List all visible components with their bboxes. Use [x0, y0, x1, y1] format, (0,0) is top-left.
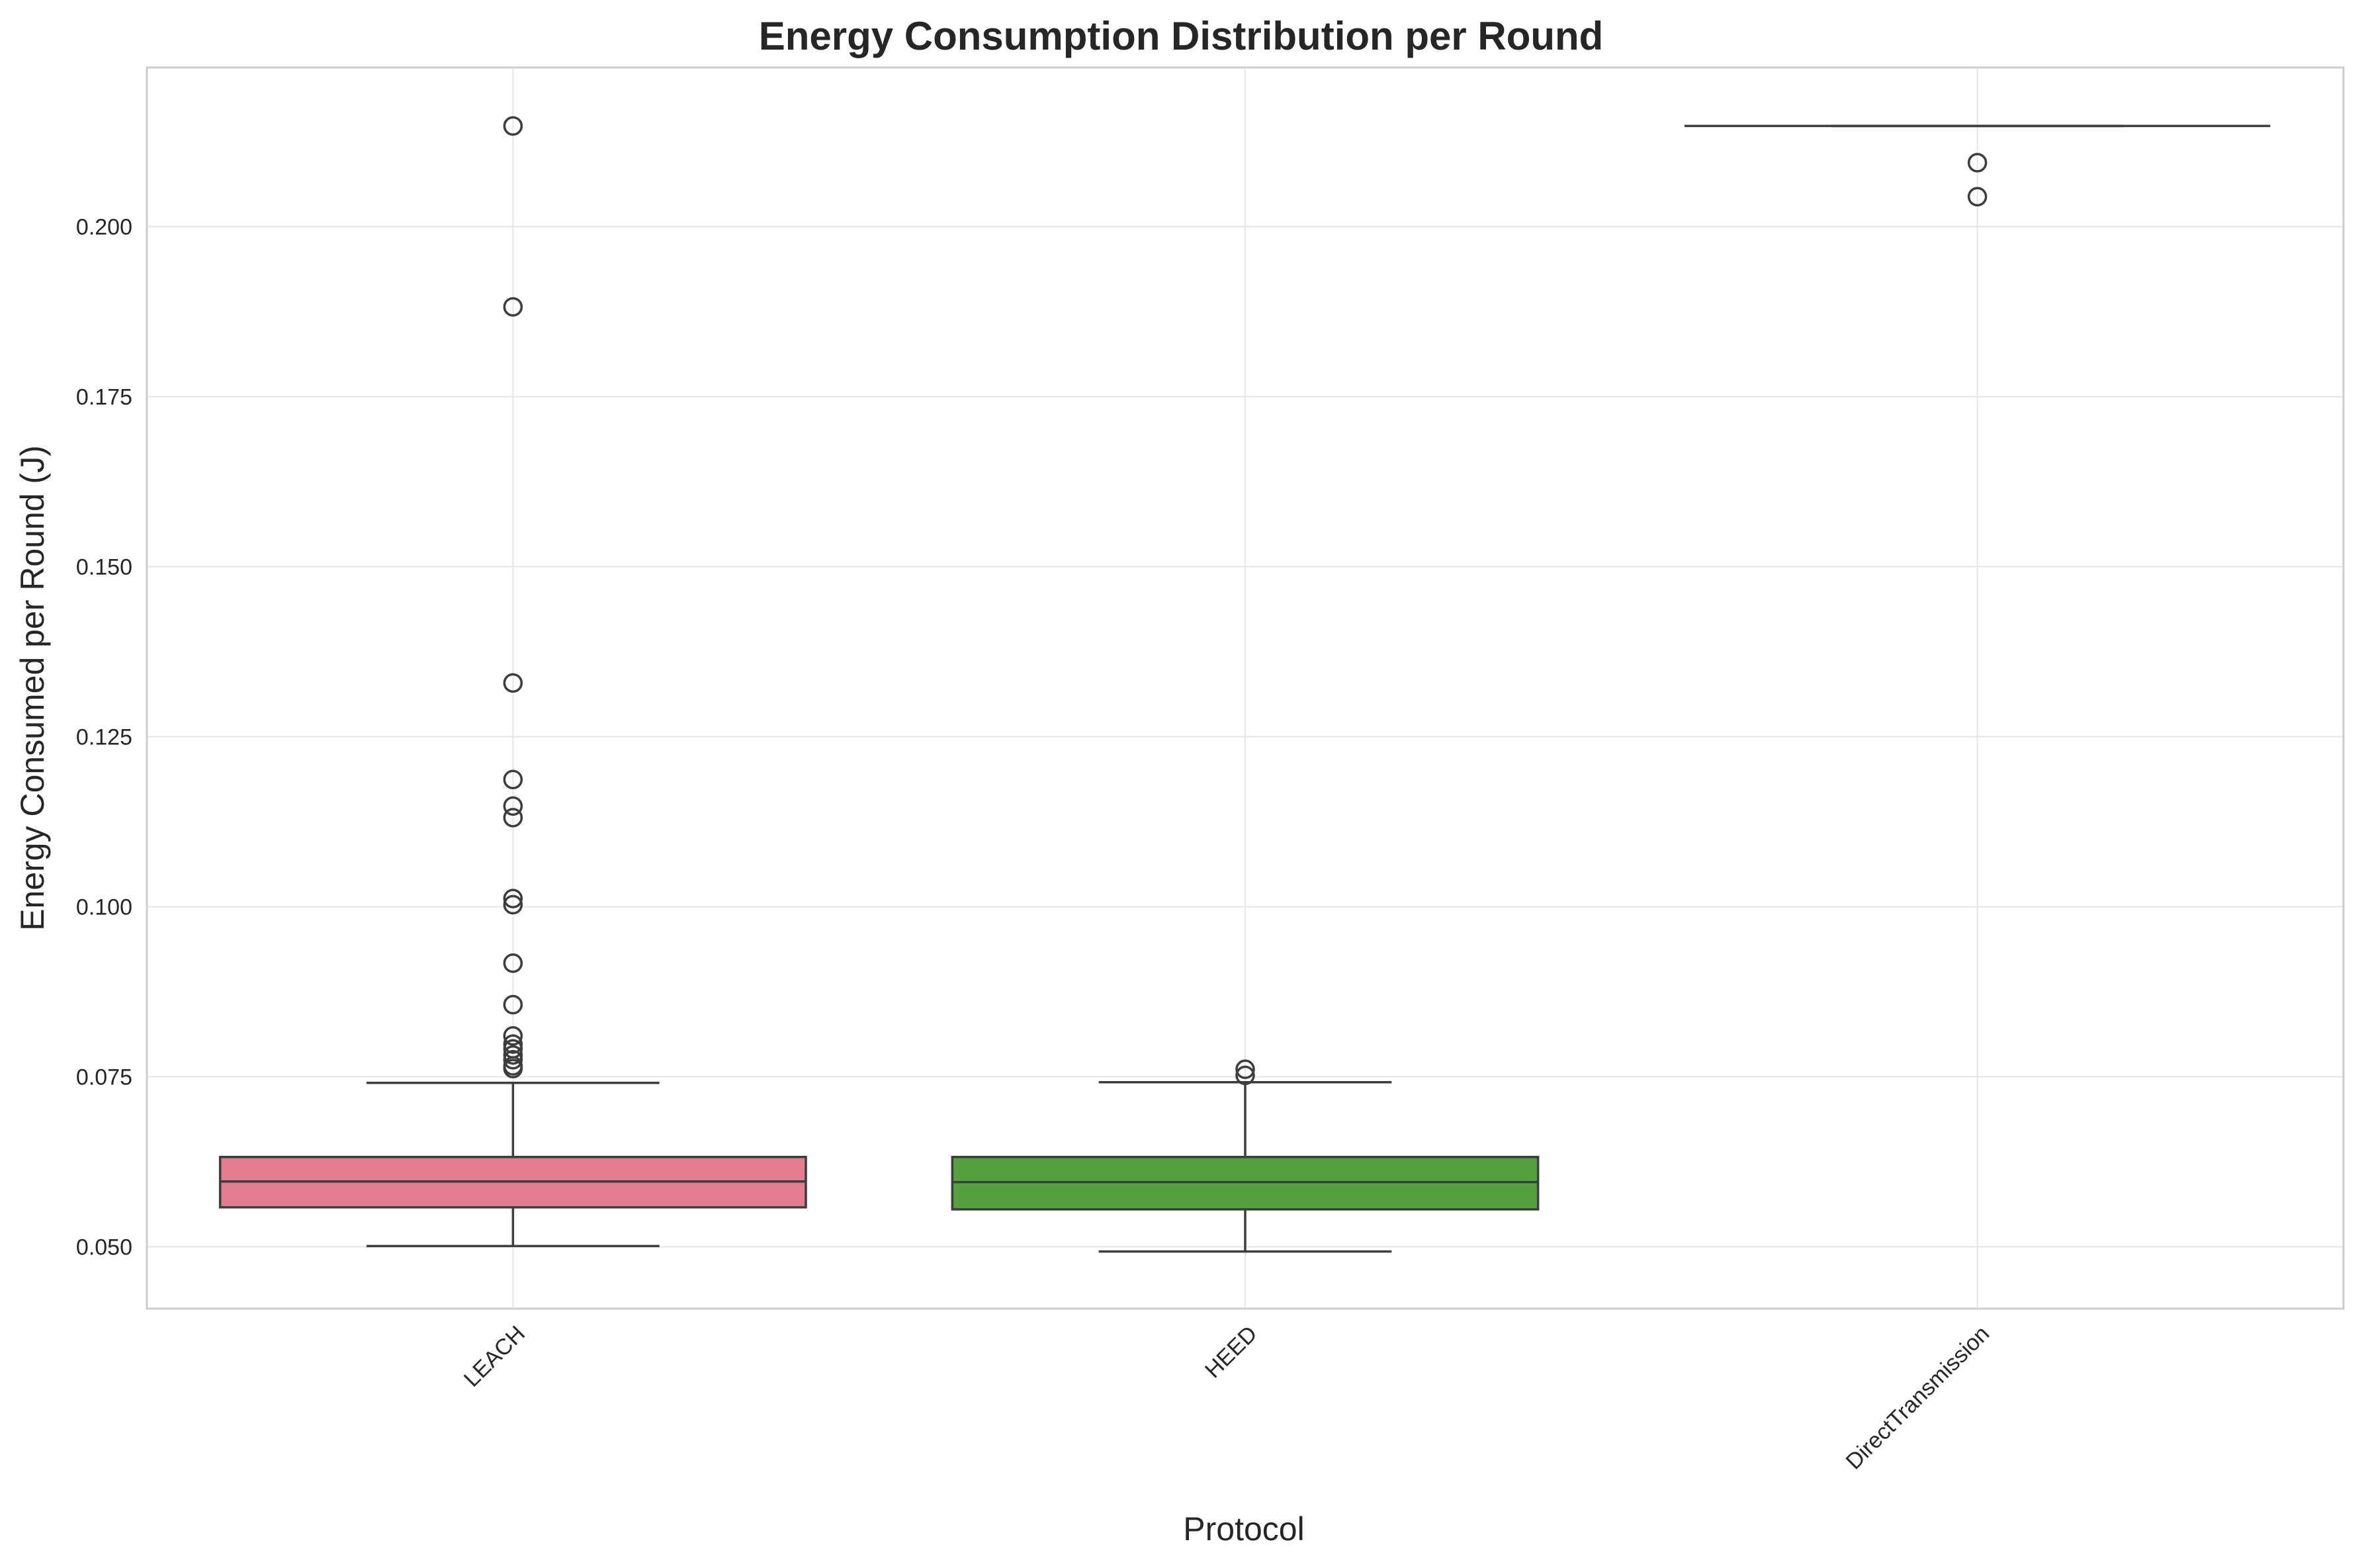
x-axis-label: Protocol	[1183, 1510, 1304, 1547]
y-tick-label: 0.175	[76, 385, 132, 410]
outlier-point	[1235, 1065, 1255, 1086]
plot-frame	[146, 66, 2345, 1310]
box-group-directtransmission	[1684, 124, 2271, 207]
y-tick-label: 0.100	[76, 894, 132, 920]
x-tick-label: LEACH	[459, 1321, 530, 1392]
y-tick-label: 0.125	[76, 724, 132, 750]
outlier-point	[503, 116, 523, 136]
outlier-point	[1967, 187, 1988, 207]
outlier-point	[503, 796, 523, 816]
outlier-point	[503, 1045, 523, 1065]
y-tick-label: 0.075	[76, 1065, 132, 1090]
outlier-point	[503, 808, 523, 828]
x-tick-label: HEED	[1200, 1321, 1262, 1383]
outlier-point	[503, 673, 523, 693]
outlier-point	[503, 1050, 523, 1070]
outlier-point	[503, 1034, 523, 1054]
y-tick-label: 0.150	[76, 555, 132, 580]
outlier-point	[503, 769, 523, 790]
outlier-point	[503, 994, 523, 1015]
x-axis-ticks: LEACH HEED DirectTransmission	[459, 1321, 1994, 1475]
outlier-point	[503, 1026, 523, 1046]
y-axis-ticks: 0.050 0.075 0.100 0.125 0.150 0.175 0.200	[76, 215, 132, 1260]
box-series	[218, 116, 2271, 1253]
outlier-point	[503, 894, 523, 915]
chart-title: Energy Consumption Distribution per Roun…	[759, 14, 1604, 58]
y-tick-label: 0.050	[76, 1235, 132, 1260]
outlier-point	[503, 297, 523, 317]
y-axis-label: Energy Consumed per Round (J)	[14, 445, 51, 931]
y-tick-label: 0.200	[76, 215, 132, 240]
box-group-leach	[218, 116, 807, 1248]
outlier-point	[1235, 1059, 1255, 1079]
outlier-point	[503, 953, 523, 973]
outlier-point	[503, 1059, 523, 1078]
box-group-heed	[951, 1059, 1540, 1253]
outlier-point	[503, 889, 523, 908]
x-tick-label: DirectTransmission	[1841, 1321, 1995, 1475]
outlier-point	[1967, 153, 1988, 173]
